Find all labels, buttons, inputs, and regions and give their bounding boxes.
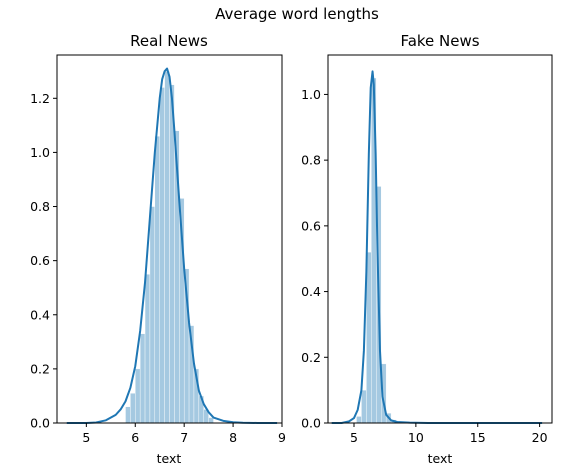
- fake-news-axes-frame: [327, 54, 553, 424]
- fake-news-hist-bar: [356, 416, 362, 424]
- real-news-y-tick-label: 0.0: [30, 416, 50, 431]
- real-news-x-ticks: 5 6 7 8 9: [82, 423, 286, 445]
- fake-news-panel: Fake News 5 10 15 20 0.0 0.2 0.4 0.6 0.8 1.0 tex…: [301, 32, 553, 466]
- real-news-panel: Real News 5 6 7 8 9 0.0 0.2 0.4 0.6 0.8 1.0 1.2 te…: [30, 32, 286, 466]
- real-news-y-tick-label: 0.6: [30, 253, 50, 268]
- real-news-y-tick-label: 0.8: [30, 199, 50, 214]
- real-news-hist-bar: [130, 393, 136, 424]
- fake-news-title: Fake News: [400, 32, 479, 50]
- fake-news-x-tick-label: 5: [350, 430, 358, 445]
- real-news-hist-bar: [135, 368, 141, 424]
- real-news-hist-bar: [208, 417, 214, 424]
- fake-news-x-axis-label: text: [428, 451, 453, 466]
- fake-news-y-tick-label: 0.8: [301, 153, 321, 168]
- fake-news-x-tick-label: 20: [532, 430, 548, 445]
- fake-news-y-tick-label: 0.4: [301, 284, 321, 299]
- real-news-hist-bar: [125, 406, 131, 424]
- real-news-hist-bar: [164, 71, 170, 424]
- real-news-x-axis-label: text: [157, 451, 182, 466]
- real-news-hist-bar: [149, 206, 156, 424]
- real-news-axes-frame: [56, 54, 283, 424]
- fake-news-x-tick-label: 10: [408, 430, 424, 445]
- real-news-x-tick-label: 6: [131, 430, 139, 445]
- real-news-kde-line: [66, 67, 278, 424]
- real-news-hist-bar: [169, 84, 175, 424]
- fake-news-y-ticks: 0.0 0.2 0.4 0.6 0.8 1.0: [301, 87, 328, 431]
- fake-news-x-ticks: 5 10 15 20: [350, 423, 548, 445]
- fake-news-hist-bar: [361, 389, 367, 424]
- real-news-hist-bar: [144, 273, 151, 424]
- real-news-x-tick-label: 5: [82, 430, 90, 445]
- real-news-histogram: [125, 71, 214, 424]
- fake-news-y-tick-label: 0.0: [301, 416, 321, 431]
- real-news-x-tick-label: 7: [180, 430, 188, 445]
- fake-news-kde-line: [331, 70, 543, 424]
- real-news-x-tick-label: 9: [278, 430, 286, 445]
- real-news-hist-bar: [159, 87, 165, 424]
- fake-news-x-tick-label: 15: [470, 430, 486, 445]
- real-news-y-tick-label: 1.2: [30, 91, 50, 106]
- real-news-x-tick-label: 8: [229, 430, 237, 445]
- real-news-hist-bar: [154, 135, 160, 424]
- real-news-y-tick-label: 0.2: [30, 361, 50, 376]
- fake-news-y-tick-label: 1.0: [301, 87, 321, 102]
- fake-news-y-tick-label: 0.2: [301, 350, 321, 365]
- real-news-y-ticks: 0.0 0.2 0.4 0.6 0.8 1.0 1.2: [30, 91, 57, 431]
- real-news-hist-bar: [139, 333, 146, 424]
- real-news-y-tick-label: 1.0: [30, 145, 50, 160]
- figure-suptitle: Average word lengths: [215, 5, 379, 23]
- real-news-title: Real News: [130, 32, 208, 50]
- fake-news-y-tick-label: 0.6: [301, 218, 321, 233]
- real-news-y-tick-label: 0.4: [30, 307, 50, 322]
